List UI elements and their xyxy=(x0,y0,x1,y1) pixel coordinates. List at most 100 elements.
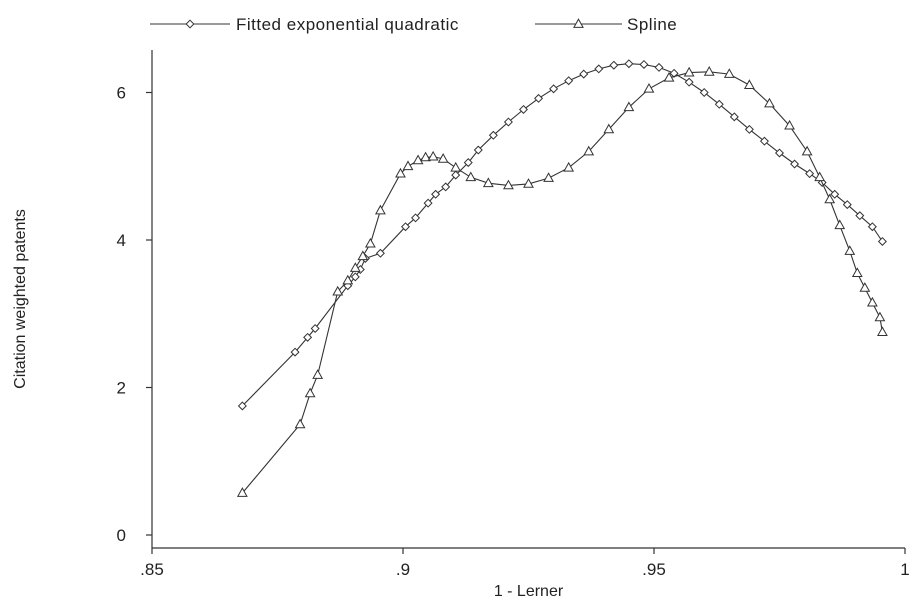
data-point xyxy=(669,68,679,78)
data-point xyxy=(824,193,836,204)
data-point xyxy=(412,154,424,165)
data-point xyxy=(350,272,360,282)
legend-label: Fitted exponential quadratic xyxy=(236,15,459,34)
data-point xyxy=(594,64,604,74)
data-point xyxy=(874,311,886,322)
data-point xyxy=(304,387,316,398)
data-point xyxy=(877,236,887,246)
data-point xyxy=(743,79,755,89)
data-point xyxy=(639,59,649,69)
data-point xyxy=(549,84,559,94)
data-point xyxy=(488,130,498,140)
data-point xyxy=(759,136,769,146)
data-point xyxy=(402,160,414,171)
data-point xyxy=(654,62,664,72)
data-point xyxy=(842,200,852,210)
data-point xyxy=(699,87,709,98)
legend-item: Fitted exponential quadratic xyxy=(150,15,459,34)
x-tick-label: 1 xyxy=(900,560,909,579)
data-point xyxy=(543,172,554,182)
x-tick-label: .9 xyxy=(396,560,410,579)
legend-marker xyxy=(573,18,584,28)
series-spline xyxy=(236,66,888,497)
y-tick-label: 2 xyxy=(117,379,126,398)
y-tick-label: 0 xyxy=(117,526,126,545)
data-point xyxy=(482,177,494,188)
data-point xyxy=(450,161,462,172)
x-tick-label: .85 xyxy=(140,560,164,579)
data-point xyxy=(866,296,878,307)
data-point xyxy=(663,71,675,82)
data-point xyxy=(744,124,754,134)
data-point xyxy=(441,182,451,192)
data-point xyxy=(523,178,534,188)
data-point xyxy=(609,60,619,70)
data-point xyxy=(851,267,863,278)
series-fitted-exponential-quadratic xyxy=(237,59,887,411)
data-point xyxy=(364,237,376,248)
data-point xyxy=(784,119,795,130)
data-point xyxy=(332,285,344,296)
data-point xyxy=(473,145,483,155)
data-point xyxy=(437,153,449,163)
data-point xyxy=(290,347,300,357)
data-point xyxy=(579,69,589,79)
data-point xyxy=(703,66,715,76)
data-point xyxy=(427,150,439,161)
data-point xyxy=(518,104,528,114)
data-point xyxy=(643,82,655,93)
data-point xyxy=(423,198,433,208)
data-point xyxy=(503,179,514,190)
data-point xyxy=(401,222,411,232)
data-point xyxy=(801,145,813,156)
data-point xyxy=(349,262,361,272)
axes xyxy=(151,50,905,549)
data-point xyxy=(790,159,800,169)
data-point xyxy=(805,169,815,179)
data-point xyxy=(859,282,871,292)
data-point xyxy=(564,76,574,86)
data-point xyxy=(583,145,595,156)
data-point xyxy=(623,101,635,112)
data-point xyxy=(431,189,441,199)
data-point xyxy=(534,93,544,103)
y-tick-label: 6 xyxy=(117,84,126,103)
series-line xyxy=(242,63,883,407)
data-point xyxy=(310,323,320,334)
data-point xyxy=(294,418,306,429)
data-point xyxy=(503,117,513,127)
data-point xyxy=(844,245,856,255)
data-point xyxy=(684,77,694,87)
data-point xyxy=(343,281,353,291)
data-point xyxy=(774,148,785,158)
data-point xyxy=(876,326,888,337)
data-point xyxy=(830,189,840,199)
data-point xyxy=(764,97,775,108)
data-point xyxy=(236,487,248,497)
data-point xyxy=(357,250,369,261)
x-ticks: .85 .9 .95 1 xyxy=(140,548,910,579)
data-point xyxy=(603,123,615,134)
x-axis-title: 1 - Lerner xyxy=(494,583,564,600)
data-point xyxy=(375,248,385,258)
legend: Fitted exponential quadratic Spline xyxy=(150,15,677,34)
plot-area xyxy=(236,59,888,497)
data-point xyxy=(342,274,354,285)
data-point xyxy=(463,158,473,168)
data-point xyxy=(834,219,846,230)
legend-item: Spline xyxy=(535,15,677,34)
y-axis-title: Citation weighted patents xyxy=(12,209,29,389)
x-tick-label: .95 xyxy=(642,560,666,579)
data-point xyxy=(374,204,386,215)
data-point xyxy=(395,167,406,178)
data-point xyxy=(714,99,724,109)
data-point xyxy=(237,401,247,411)
legend-label: Spline xyxy=(627,15,677,34)
series-line xyxy=(241,71,883,494)
data-point xyxy=(465,171,477,182)
data-point xyxy=(411,213,421,223)
data-point xyxy=(683,66,695,77)
y-tick-label: 4 xyxy=(117,231,126,250)
y-ticks: 0 2 4 6 xyxy=(117,84,152,545)
